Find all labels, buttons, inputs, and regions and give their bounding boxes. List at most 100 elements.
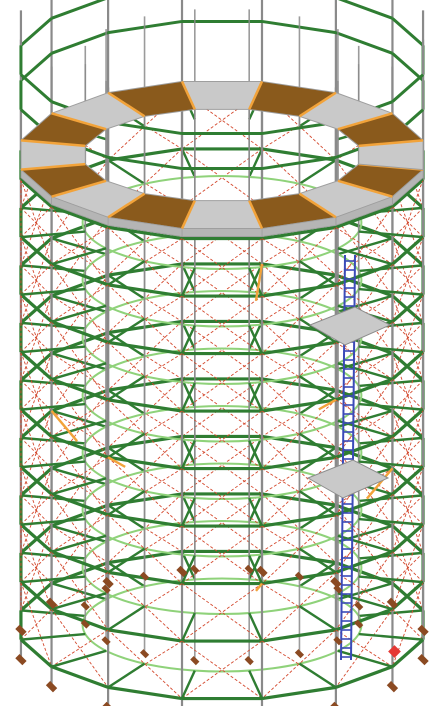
diagonal-brace (51, 352, 109, 391)
diagonal-brace (107, 389, 183, 437)
diagonal-brace (51, 493, 109, 573)
transom (107, 432, 146, 459)
diagonal-brace (261, 217, 337, 265)
ledger (19, 638, 53, 668)
ledger (391, 408, 425, 438)
guardrail-ledger (51, 0, 107, 20)
ledger (50, 446, 109, 470)
diagonal-brace (335, 226, 393, 265)
diagonal-brace (261, 572, 337, 642)
diagonal-brace (20, 378, 52, 410)
guardrail-ledger (107, 155, 183, 171)
ledger (19, 465, 53, 496)
diagonal-brace (392, 436, 424, 468)
transom (107, 490, 146, 516)
ledger (19, 408, 53, 438)
guardrail-ledger (51, 31, 109, 55)
transom (298, 317, 337, 344)
diagonal-brace (335, 551, 393, 631)
orange-member (365, 467, 394, 500)
diagonal-brace (335, 514, 393, 553)
guardrail-ledger (391, 52, 425, 82)
base-plate (354, 619, 364, 629)
ledger (19, 523, 53, 553)
diagonal-brace (51, 295, 109, 334)
transom (358, 517, 424, 526)
orange-member (298, 91, 337, 118)
diagonal-brace (335, 389, 393, 469)
ledger (50, 607, 109, 632)
ledger (50, 561, 109, 585)
transom (358, 230, 424, 239)
ledger (50, 665, 109, 689)
diagonal-brace (51, 378, 109, 458)
transom (180, 267, 196, 297)
top-deck (19, 80, 425, 238)
guardrail-ledger (19, 17, 53, 47)
transom (248, 555, 264, 585)
base-plate (294, 649, 305, 659)
transom (248, 325, 264, 355)
base-plate (244, 564, 254, 574)
ledger (391, 293, 425, 323)
diagonal-brace (335, 352, 393, 391)
orange-member (337, 179, 393, 198)
orange-member (358, 139, 424, 148)
inner-ring (81, 520, 363, 615)
transom (298, 159, 337, 185)
orange-member (254, 263, 264, 301)
ledger (19, 350, 53, 381)
transom (180, 320, 196, 350)
diagonal-brace (335, 571, 393, 610)
diagonal-brace (392, 206, 424, 238)
transom (248, 267, 264, 297)
diagonal-brace (261, 227, 337, 297)
diagonal-brace (51, 571, 109, 610)
transom (298, 432, 337, 459)
base-plate (417, 653, 429, 666)
transom (248, 320, 264, 350)
ledger (107, 628, 183, 643)
diagonal-brace (51, 284, 109, 323)
transom (298, 605, 337, 631)
ledger (107, 340, 183, 356)
base-plate (45, 597, 58, 609)
ledger (261, 225, 337, 241)
guardrail-ledger (391, 73, 425, 103)
ledger (50, 503, 109, 528)
diagonal-brace (51, 237, 109, 276)
diagonal-brace (335, 447, 393, 527)
diagonal-brace (107, 227, 183, 297)
ledger (19, 580, 53, 611)
base-plate (15, 624, 27, 637)
ledger (50, 377, 109, 402)
diagonal-brace (261, 504, 337, 552)
diagonal-brace (51, 341, 109, 380)
transom (20, 287, 86, 296)
diagonal-brace (181, 353, 263, 412)
transom (180, 440, 196, 470)
transom (298, 260, 337, 286)
transom (20, 632, 86, 641)
inner-ring (81, 405, 363, 500)
ledger (391, 235, 425, 266)
ledger (391, 465, 425, 496)
transom (180, 263, 196, 293)
transom (107, 260, 146, 286)
transom (337, 362, 393, 381)
inner-ring (81, 290, 363, 385)
ledger (107, 455, 183, 471)
transom (358, 460, 424, 469)
diagonal-brace (335, 378, 393, 458)
diagonal-brace (107, 274, 183, 322)
ledger (50, 205, 109, 229)
base-plate (139, 649, 150, 659)
diagonal-brace (261, 447, 337, 495)
base-plate (256, 565, 268, 578)
diagonal-brace (181, 583, 263, 642)
stair-tower (306, 254, 392, 661)
base-plate (330, 576, 342, 589)
diagonal-brace (181, 640, 263, 699)
diagonal-brace (392, 378, 424, 410)
diagonal-brace (392, 551, 424, 583)
